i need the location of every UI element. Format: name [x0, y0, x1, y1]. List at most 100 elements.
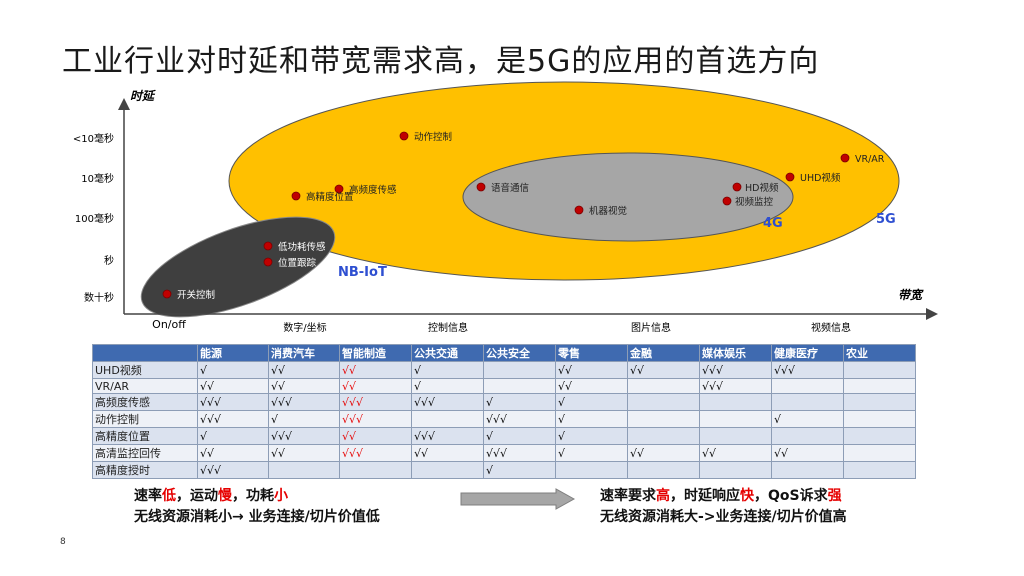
table-cell: √√√ — [268, 427, 340, 445]
x-tick-label: 数字/坐标 — [283, 321, 326, 334]
table-cell: √ — [483, 461, 556, 479]
comparison-left-line1: 速率低，运动慢，功耗小 — [134, 488, 288, 504]
data-point-label: 语音通信 — [491, 182, 529, 194]
right-arrow-icon — [460, 488, 576, 510]
table-cell: √ — [197, 427, 269, 445]
table-cell: √ — [197, 361, 269, 379]
x-tick-label: 控制信息 — [428, 321, 468, 334]
table-cell — [843, 444, 916, 462]
table-cell: √√√ — [771, 361, 844, 379]
table-row: 高清监控回传 √√ √√ √√√ √√ √√√ √ √√ √√ √√ — [92, 444, 916, 462]
table-cell — [268, 461, 340, 479]
table-cell: √√√ — [339, 410, 412, 428]
table-row-label: 高频度传感 — [92, 393, 198, 411]
table-cell — [771, 378, 844, 394]
table-cell: √√ — [339, 361, 412, 379]
table-cell: √√ — [339, 378, 412, 394]
table-cell — [699, 427, 772, 445]
data-point-label: 高精度位置 — [306, 191, 354, 203]
data-point — [785, 172, 795, 182]
table-cell — [627, 393, 700, 411]
table-cell: √√√ — [411, 427, 484, 445]
table-cell: √ — [555, 444, 628, 462]
table-cell — [843, 461, 916, 479]
table-cell: √√√ — [268, 393, 340, 411]
table-cell — [627, 410, 700, 428]
table-cell: √√ — [268, 378, 340, 394]
y-tick-label: <10毫秒 — [73, 132, 114, 145]
table-cell: √√√ — [197, 410, 269, 428]
data-point-label: 开关控制 — [177, 289, 215, 301]
table-cell — [843, 393, 916, 411]
data-point — [263, 257, 273, 267]
table-header-cell: 媒体娱乐 — [699, 344, 772, 362]
table-cell: √√√ — [411, 393, 484, 411]
table-cell: √√√ — [339, 444, 412, 462]
data-point — [334, 184, 344, 194]
table-header-cell — [92, 344, 198, 362]
table-cell: √√√ — [699, 361, 772, 379]
table-cell: √ — [268, 410, 340, 428]
group-4g-ellipse — [462, 152, 794, 242]
data-point-label: HD视频 — [745, 182, 779, 194]
table-row-label: VR/AR — [92, 378, 198, 394]
data-point — [476, 182, 486, 192]
industry-table: 能源 消费汽车 智能制造 公共交通 公共安全 零售 金融 媒体娱乐 健康医疗 农… — [92, 344, 916, 479]
table-cell: √ — [555, 393, 628, 411]
table-cell: √√√ — [483, 444, 556, 462]
table-cell — [627, 461, 700, 479]
group-label-4g: 4G — [763, 216, 783, 231]
table-cell: √√ — [699, 444, 772, 462]
table-cell — [843, 410, 916, 428]
y-tick-label: 秒 — [104, 254, 114, 267]
table-row-label: 高清监控回传 — [92, 444, 198, 462]
data-point-label: VR/AR — [855, 154, 885, 165]
group-label-5g: 5G — [876, 212, 896, 227]
table-cell — [699, 410, 772, 428]
table-cell — [555, 461, 628, 479]
table-cell — [771, 427, 844, 445]
data-point — [574, 205, 584, 215]
table-cell — [699, 461, 772, 479]
table-cell: √ — [771, 410, 844, 428]
table-header-cell: 零售 — [555, 344, 628, 362]
table-header-cell: 公共安全 — [483, 344, 556, 362]
data-point-label: 动作控制 — [414, 131, 452, 143]
data-point — [162, 289, 172, 299]
table-row: UHD视频 √ √√ √√ √ √√ √√ √√√ √√√ — [92, 361, 916, 379]
bubble-chart: 时延 带宽 <10毫秒 10毫秒 100毫秒 秒 数十秒 On/off 数字/坐… — [73, 81, 938, 334]
table-header-cell: 金融 — [627, 344, 700, 362]
x-tick-label: 视频信息 — [811, 321, 851, 334]
table-cell — [843, 427, 916, 445]
table-cell: √√ — [771, 444, 844, 462]
table-row-label: UHD视频 — [92, 361, 198, 379]
table-header-cell: 能源 — [197, 344, 269, 362]
table-cell: √ — [555, 410, 628, 428]
table-row: VR/AR √√ √√ √√ √ √√ √√√ — [92, 378, 916, 394]
table-cell — [339, 461, 412, 479]
table-row: 高精度授时 √√√ √ — [92, 461, 916, 479]
table-cell — [699, 393, 772, 411]
table-cell: √√ — [411, 444, 484, 462]
data-point-label: 位置跟踪 — [278, 257, 317, 269]
comparison-left: 速率低，运动慢，功耗小 无线资源消耗小→ 业务连接/切片价值低 — [134, 486, 380, 528]
table-header-cell: 健康医疗 — [771, 344, 844, 362]
table-cell — [627, 427, 700, 445]
data-point — [722, 196, 732, 206]
table-cell: √√ — [197, 378, 269, 394]
x-tick-label: 图片信息 — [631, 321, 671, 334]
data-point-label: 高频度传感 — [349, 184, 397, 196]
data-point — [263, 241, 273, 251]
table-cell — [411, 410, 484, 428]
table-cell: √ — [555, 427, 628, 445]
table-row-label: 高精度位置 — [92, 427, 198, 445]
table-cell: √√ — [268, 361, 340, 379]
data-point-label: 低功耗传感 — [278, 241, 326, 253]
table-cell: √√ — [555, 378, 628, 394]
table-cell: √ — [483, 427, 556, 445]
table-cell: √ — [411, 361, 484, 379]
table-cell: √√√ — [339, 393, 412, 411]
table-cell: √ — [411, 378, 484, 394]
table-cell: √√ — [268, 444, 340, 462]
y-tick-label: 10毫秒 — [81, 172, 114, 185]
